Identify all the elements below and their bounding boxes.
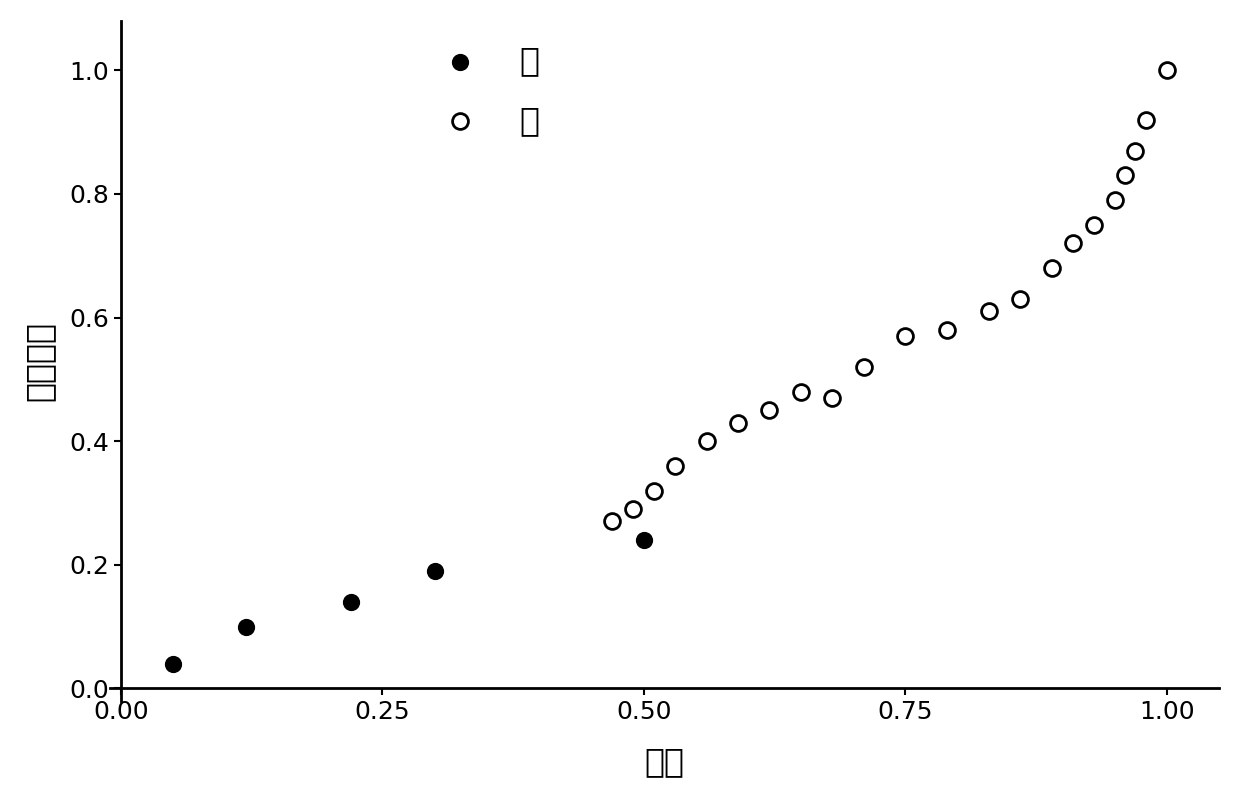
早 [759, 404, 779, 417]
早 [822, 391, 842, 404]
早 [853, 361, 873, 374]
早 [666, 459, 686, 472]
早 [728, 416, 748, 429]
早 [791, 386, 811, 398]
早 [1157, 64, 1177, 77]
早 [1011, 293, 1030, 306]
早 [1105, 194, 1125, 206]
晚 [424, 565, 444, 578]
早 [980, 305, 999, 318]
Legend: 晚, 早: 晚, 早 [427, 44, 539, 137]
晚 [237, 620, 257, 633]
早 [1126, 144, 1146, 157]
早 [1084, 218, 1104, 231]
早 [697, 434, 717, 447]
早 [895, 330, 915, 342]
晚 [341, 595, 361, 608]
早 [1136, 114, 1156, 126]
X-axis label: 概率: 概率 [645, 745, 684, 778]
早 [937, 323, 957, 336]
早 [645, 484, 665, 497]
早 [603, 515, 622, 528]
晚 [634, 534, 653, 546]
早 [1063, 237, 1083, 250]
早 [624, 502, 644, 515]
早 [1042, 262, 1061, 274]
Y-axis label: 累积频率: 累积频率 [22, 321, 56, 401]
晚 [164, 658, 184, 670]
早 [1115, 169, 1135, 182]
